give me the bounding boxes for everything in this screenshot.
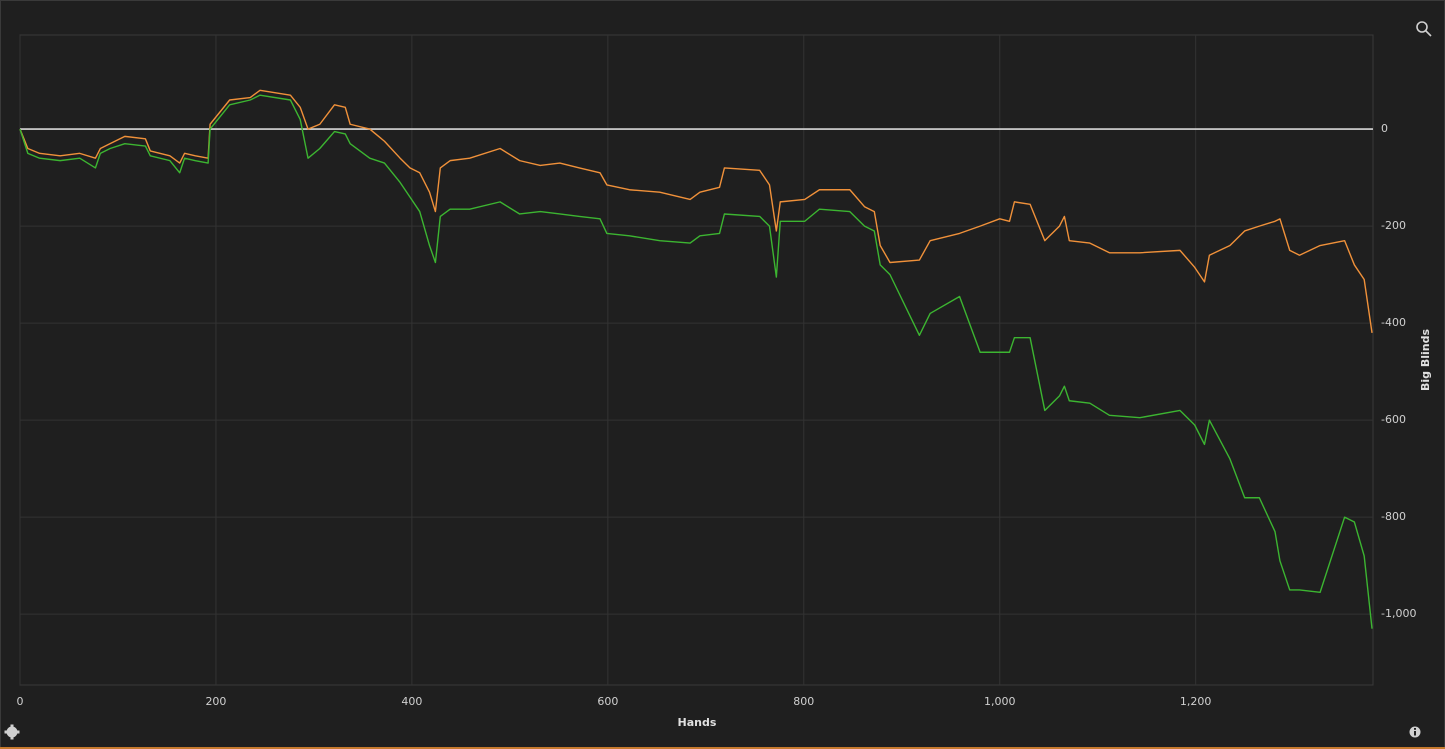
x-tick-label: 1,000 [984,695,1016,708]
y-tick-label: -200 [1381,219,1406,232]
settings-icon[interactable] [4,724,20,740]
x-axis-title: Hands [678,716,717,729]
y-tick-label: 0 [1381,122,1388,135]
series-line [19,94,1373,629]
y-tick-label: -1,000 [1381,607,1416,620]
x-tick-label: 0 [17,695,24,708]
zoom-icon[interactable] [1416,21,1432,37]
y-tick-label: -600 [1381,413,1406,426]
x-tick-label: 1,200 [1180,695,1212,708]
x-tick-label: 800 [793,695,814,708]
x-tick-label: 600 [597,695,618,708]
y-tick-label: -400 [1381,316,1406,329]
y-tick-label: -800 [1381,510,1406,523]
info-icon[interactable] [1409,726,1421,738]
x-tick-label: 200 [205,695,226,708]
y-axis-title: Big Blinds [1419,329,1432,391]
marks [19,89,1373,629]
x-tick-label: 400 [401,695,422,708]
